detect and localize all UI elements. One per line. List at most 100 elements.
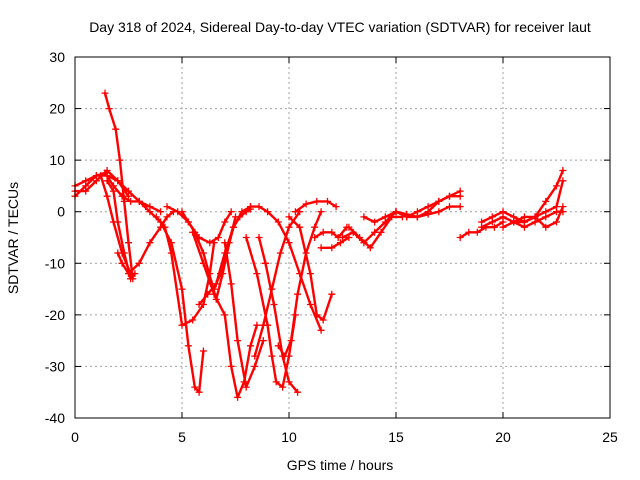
data-point xyxy=(120,197,128,205)
data-point xyxy=(178,208,186,216)
data-point xyxy=(125,239,132,247)
data-point xyxy=(253,270,261,278)
data-point xyxy=(221,218,229,226)
y-tick-label: -20 xyxy=(45,307,65,323)
data-point xyxy=(553,218,560,226)
y-tick-label: -30 xyxy=(45,358,65,374)
data-point xyxy=(221,311,229,319)
data-point xyxy=(424,210,432,218)
series-arc-14 xyxy=(210,205,254,293)
data-point xyxy=(542,223,550,231)
data-point xyxy=(268,285,276,293)
data-point xyxy=(184,342,192,350)
data-point xyxy=(251,362,259,370)
data-point xyxy=(319,316,327,324)
data-point xyxy=(234,337,242,345)
data-point xyxy=(262,259,269,267)
data-point xyxy=(446,192,453,200)
data-point xyxy=(478,223,486,231)
data-point xyxy=(328,228,336,236)
data-point xyxy=(456,203,464,211)
data-point xyxy=(163,213,171,221)
data-point xyxy=(112,125,120,133)
data-point xyxy=(294,388,302,396)
series-line xyxy=(319,236,351,250)
y-tick-label: 30 xyxy=(49,49,65,65)
data-point xyxy=(272,378,280,386)
data-point xyxy=(287,337,295,345)
data-point xyxy=(227,280,235,288)
series-arc-16 xyxy=(242,234,299,391)
series-arc-7 xyxy=(114,208,177,278)
series-arc-23 xyxy=(311,223,351,241)
series-arc-11 xyxy=(178,208,239,303)
data-point xyxy=(247,203,254,211)
series-line xyxy=(244,236,297,389)
plot-frame xyxy=(74,56,611,419)
series-arc-30 xyxy=(413,203,464,221)
data-point xyxy=(221,239,229,247)
series-arc-22 xyxy=(291,197,340,216)
data-point xyxy=(285,378,293,386)
data-point xyxy=(236,213,244,221)
chart-title: Day 318 of 2024, Sidereal Day-to-day VTE… xyxy=(89,19,591,35)
x-axis-title: GPS time / hours xyxy=(287,457,394,473)
data-point xyxy=(403,213,411,221)
data-point xyxy=(499,223,507,231)
data-point xyxy=(191,383,199,391)
data-point xyxy=(553,203,560,211)
y-tick-label: -40 xyxy=(45,410,65,426)
data-point xyxy=(101,89,109,97)
data-point xyxy=(210,285,218,293)
data-point xyxy=(152,213,160,221)
data-point xyxy=(114,249,122,257)
series-arc-21 xyxy=(285,213,336,324)
data-point xyxy=(199,347,207,355)
data-point xyxy=(360,213,368,221)
data-point xyxy=(336,239,344,247)
data-point xyxy=(178,321,186,329)
data-point xyxy=(163,203,171,211)
data-point xyxy=(268,352,276,360)
series-line xyxy=(223,241,265,389)
data-point xyxy=(157,208,165,216)
data-point xyxy=(92,177,100,185)
x-tick-label: 25 xyxy=(602,429,618,445)
data-point xyxy=(178,285,186,293)
x-tick-label: 5 xyxy=(178,429,186,445)
series-line xyxy=(294,200,338,213)
data-point xyxy=(242,234,250,241)
data-series xyxy=(71,89,567,401)
data-point xyxy=(313,197,321,205)
data-point xyxy=(135,259,143,267)
data-point xyxy=(328,290,336,298)
data-point xyxy=(392,208,400,216)
series-line xyxy=(341,210,398,244)
data-point xyxy=(110,187,117,195)
series-arc-24 xyxy=(317,234,353,252)
data-point xyxy=(294,290,302,298)
data-point xyxy=(135,197,143,205)
data-point xyxy=(125,270,132,278)
data-point xyxy=(167,249,175,257)
data-point xyxy=(510,218,518,226)
data-point xyxy=(116,156,124,164)
data-point xyxy=(255,203,263,211)
data-point xyxy=(291,208,299,216)
data-point xyxy=(274,218,282,226)
data-point xyxy=(234,393,242,401)
data-point xyxy=(465,228,473,236)
data-point xyxy=(317,208,325,216)
axis-ticks: -40 -30 -20 -10 0 10 20 30 0 5 10 15 20 25 xyxy=(45,49,618,445)
data-point xyxy=(553,182,560,190)
x-tick-label: 10 xyxy=(281,429,297,445)
data-point xyxy=(542,197,550,205)
series-arc-35 xyxy=(510,203,567,231)
data-point xyxy=(499,213,507,221)
data-point xyxy=(118,259,126,267)
data-point xyxy=(559,177,567,185)
data-point xyxy=(279,383,287,391)
data-point xyxy=(274,342,282,350)
data-point xyxy=(356,234,364,241)
data-point xyxy=(531,213,539,221)
